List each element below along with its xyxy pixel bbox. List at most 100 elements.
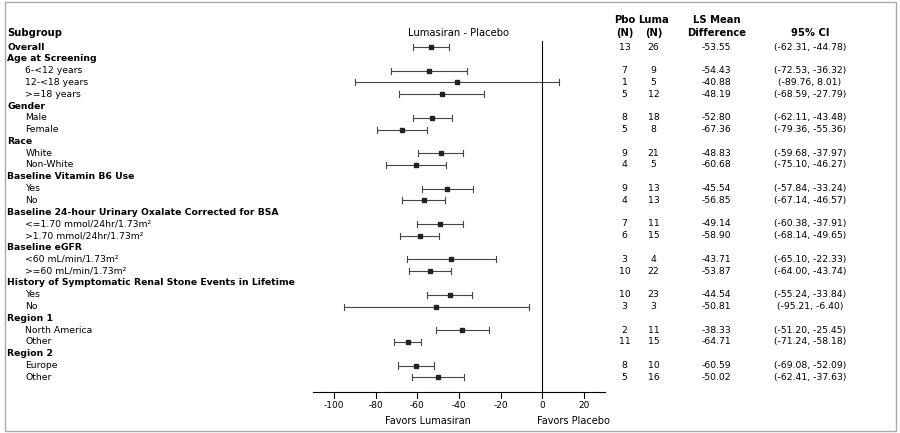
Text: White: White: [25, 149, 52, 158]
Text: -48.19: -48.19: [701, 90, 732, 99]
Text: Favors Placebo: Favors Placebo: [537, 416, 610, 426]
Text: (-71.24, -58.18): (-71.24, -58.18): [774, 337, 846, 346]
Text: -38.33: -38.33: [701, 326, 732, 335]
Text: -40: -40: [452, 401, 466, 410]
Text: 8: 8: [622, 113, 627, 122]
Text: -54.43: -54.43: [702, 66, 731, 75]
Text: -53.55: -53.55: [702, 42, 731, 52]
Text: 10: 10: [647, 361, 660, 370]
Text: 21: 21: [647, 149, 660, 158]
Text: 5: 5: [651, 161, 656, 169]
Text: (-65.10, -22.33): (-65.10, -22.33): [774, 255, 846, 264]
Text: Race: Race: [7, 137, 32, 146]
Text: (-57.84, -33.24): (-57.84, -33.24): [774, 184, 846, 193]
Text: Region 2: Region 2: [7, 349, 53, 358]
Text: (-62.41, -37.63): (-62.41, -37.63): [774, 373, 846, 382]
Text: 3: 3: [622, 302, 627, 311]
Text: (N): (N): [616, 28, 634, 38]
Text: 6-<12 years: 6-<12 years: [25, 66, 83, 75]
Text: 10: 10: [618, 290, 631, 299]
Text: -67.36: -67.36: [701, 125, 732, 134]
Text: Subgroup: Subgroup: [7, 28, 62, 38]
Text: 2: 2: [622, 326, 627, 335]
Text: Region 1: Region 1: [7, 314, 53, 323]
Text: (-67.14, -46.57): (-67.14, -46.57): [774, 196, 846, 205]
Text: -40.88: -40.88: [701, 78, 732, 87]
Text: 5: 5: [622, 125, 627, 134]
Text: (-59.68, -37.97): (-59.68, -37.97): [774, 149, 846, 158]
Text: -60: -60: [410, 401, 425, 410]
Text: 7: 7: [622, 220, 627, 229]
Text: <60 mL/min/1.73m²: <60 mL/min/1.73m²: [25, 255, 119, 264]
Text: -60.59: -60.59: [702, 361, 731, 370]
Text: -20: -20: [493, 401, 508, 410]
Text: 9: 9: [622, 184, 627, 193]
Text: 4: 4: [651, 255, 656, 264]
Text: 5: 5: [622, 90, 627, 99]
Text: 20: 20: [579, 401, 590, 410]
Text: >=60 mL/min/1.73m²: >=60 mL/min/1.73m²: [25, 267, 126, 276]
Text: -50.02: -50.02: [702, 373, 731, 382]
Text: 8: 8: [651, 125, 656, 134]
Text: LS Mean: LS Mean: [693, 15, 740, 25]
Text: <=1.70 mmol/24hr/1.73m²: <=1.70 mmol/24hr/1.73m²: [25, 220, 151, 229]
Text: -60.68: -60.68: [701, 161, 732, 169]
Text: Baseline 24-hour Urinary Oxalate Corrected for BSA: Baseline 24-hour Urinary Oxalate Correct…: [7, 208, 279, 216]
Text: No: No: [25, 302, 38, 311]
Text: (-55.24, -33.84): (-55.24, -33.84): [774, 290, 846, 299]
Text: 10: 10: [618, 267, 631, 276]
Text: -53.87: -53.87: [702, 267, 731, 276]
Text: 3: 3: [651, 302, 656, 311]
Text: Male: Male: [25, 113, 47, 122]
Text: 15: 15: [648, 337, 659, 346]
Text: 4: 4: [622, 196, 627, 205]
Text: >=18 years: >=18 years: [25, 90, 81, 99]
Text: 15: 15: [648, 231, 659, 240]
Text: Age at Screening: Age at Screening: [7, 54, 97, 63]
Text: -64.71: -64.71: [701, 337, 732, 346]
Text: 8: 8: [622, 361, 627, 370]
Text: -80: -80: [368, 401, 383, 410]
Text: 0: 0: [539, 401, 545, 410]
Text: 26: 26: [647, 42, 660, 52]
Text: (-72.53, -36.32): (-72.53, -36.32): [774, 66, 846, 75]
Text: -44.54: -44.54: [702, 290, 731, 299]
Text: 3: 3: [622, 255, 627, 264]
Text: -45.54: -45.54: [702, 184, 731, 193]
Text: -43.71: -43.71: [701, 255, 732, 264]
Text: Gender: Gender: [7, 101, 45, 110]
Text: (-51.20, -25.45): (-51.20, -25.45): [774, 326, 846, 335]
Text: Favors Lumasiran: Favors Lumasiran: [385, 416, 471, 426]
Text: -49.14: -49.14: [701, 220, 732, 229]
Text: 13: 13: [647, 184, 660, 193]
Text: Difference: Difference: [687, 28, 746, 38]
Text: Other: Other: [25, 337, 51, 346]
Text: Yes: Yes: [25, 184, 40, 193]
Text: 95% CI: 95% CI: [791, 28, 829, 38]
Text: -48.83: -48.83: [701, 149, 732, 158]
Text: 23: 23: [647, 290, 660, 299]
Text: 12-<18 years: 12-<18 years: [25, 78, 88, 87]
Text: 9: 9: [651, 66, 656, 75]
Text: -52.80: -52.80: [702, 113, 731, 122]
Text: No: No: [25, 196, 38, 205]
Text: (-95.21, -6.40): (-95.21, -6.40): [777, 302, 843, 311]
Text: (-89.76, 8.01): (-89.76, 8.01): [778, 78, 842, 87]
Text: -100: -100: [324, 401, 345, 410]
Text: Overall: Overall: [7, 42, 45, 52]
Text: Other: Other: [25, 373, 51, 382]
Text: (-62.11, -43.48): (-62.11, -43.48): [774, 113, 846, 122]
Text: (-68.14, -49.65): (-68.14, -49.65): [774, 231, 846, 240]
Text: Pbo: Pbo: [614, 15, 635, 25]
Text: 6: 6: [622, 231, 627, 240]
Text: (-60.38, -37.91): (-60.38, -37.91): [774, 220, 846, 229]
Text: 18: 18: [647, 113, 660, 122]
Text: 5: 5: [651, 78, 656, 87]
Text: 11: 11: [647, 220, 660, 229]
Text: Baseline eGFR: Baseline eGFR: [7, 243, 82, 252]
Text: 16: 16: [647, 373, 660, 382]
Text: (-62.31, -44.78): (-62.31, -44.78): [774, 42, 846, 52]
Text: Female: Female: [25, 125, 58, 134]
Text: (-69.08, -52.09): (-69.08, -52.09): [774, 361, 846, 370]
Text: 22: 22: [647, 267, 660, 276]
